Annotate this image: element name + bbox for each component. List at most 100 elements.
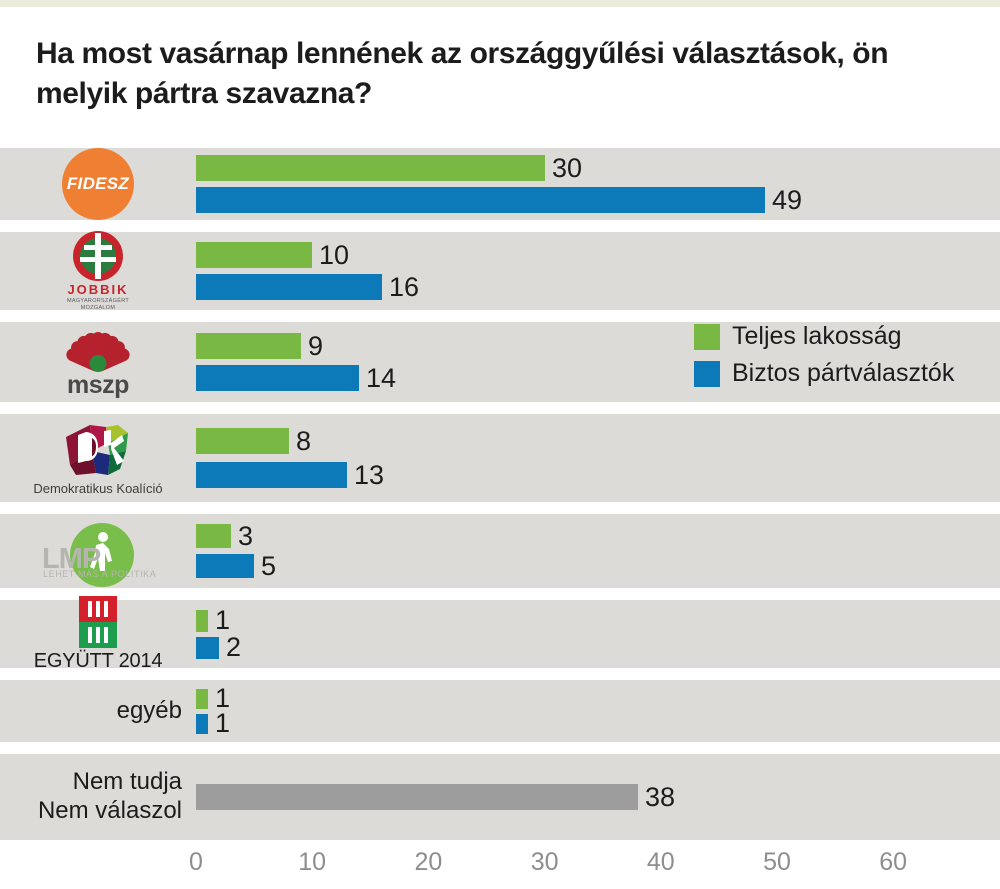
- bar-rect-egyutt-0: [196, 609, 208, 632]
- jobbik-crest-icon: [73, 230, 123, 281]
- x-tick-label-10: 10: [298, 848, 327, 876]
- chart-rows: FIDESZ 30 49 JOBBIK MAGYARORSZÁGÉRT MOZGALOM 1…: [0, 148, 1000, 840]
- row-logo-mszp: mszp: [0, 322, 196, 402]
- bar-rect-dk-1: [196, 462, 347, 488]
- bar-rect-egyeb-0: [196, 688, 208, 709]
- row-logo-egyutt: EGYÜTT 2014: [0, 595, 196, 672]
- bar-value-lmp-0: 3: [238, 520, 254, 551]
- bar-egyeb-0: 1: [196, 685, 230, 712]
- x-tick-label-30: 30: [530, 848, 559, 876]
- legend-item-teljes-lakossag: Teljes lakosság: [694, 322, 994, 351]
- jobbik-wordmark: JOBBIK: [67, 281, 129, 297]
- x-tick-label-20: 20: [414, 848, 443, 876]
- x-tick-label-0: 0: [189, 848, 203, 876]
- bar-value-fidesz-1: 49: [772, 184, 803, 215]
- logo-jobbik: JOBBIK MAGYARORSZÁGÉRT MOZGALOM: [66, 230, 130, 312]
- bar-value-fidesz-0: 30: [552, 152, 583, 183]
- bar-value-dk-0: 8: [296, 425, 312, 456]
- jobbik-subtitle: MAGYARORSZÁGÉRT MOZGALOM: [66, 297, 130, 311]
- bar-rect-fidesz-1: [196, 187, 765, 213]
- row-logo-fidesz: FIDESZ: [0, 148, 196, 220]
- bar-jobbik-0: 10: [196, 239, 350, 270]
- legend-label-biztos-partvalasztok: Biztos pártválasztók: [732, 359, 955, 387]
- chart-row-egyeb: egyéb 1 1: [0, 680, 1000, 742]
- x-tick-label-40: 40: [646, 848, 675, 876]
- bar-value-dk-1: 13: [354, 459, 385, 490]
- dk-facet-icon: [65, 424, 128, 475]
- row-bars-fidesz: 30 49: [196, 148, 1000, 220]
- row-label-text-nemtudja: Nem tudja Nem válaszol: [37, 768, 182, 824]
- lmp-wordmark: LMP: [42, 543, 101, 575]
- legend-swatch-green: [694, 323, 720, 350]
- mszp-carnation-icon: [59, 326, 137, 372]
- dk-wordmark: Demokratikus Koalíció: [33, 480, 163, 496]
- bar-rect-mszp-0: [196, 333, 301, 359]
- logo-mszp: mszp: [59, 326, 137, 398]
- chart-row-nemtudja: Nem tudja Nem válaszol 38: [0, 754, 1000, 840]
- chart-row-gap: [0, 742, 1000, 754]
- row-bars-jobbik: 10 16: [196, 232, 1000, 310]
- lmp-subtitle: LEHET MÁS A POLITIKA: [43, 569, 157, 579]
- bar-value-lmp-1: 5: [261, 550, 277, 581]
- legend-item-biztos-partvalasztok: Biztos pártválasztók: [694, 359, 994, 388]
- bar-value-egyutt-0: 1: [215, 605, 231, 635]
- chart-row-fidesz: FIDESZ 30 49: [0, 148, 1000, 220]
- fidesz-wordmark: FIDESZ: [66, 174, 130, 193]
- top-decorative-strip: [0, 0, 1000, 7]
- bar-chart: FIDESZ 30 49 JOBBIK MAGYARORSZÁGÉRT MOZGALOM 1…: [0, 148, 1000, 889]
- chart-row-lmp: LMP LEHET MÁS A POLITIKA 3 5: [0, 514, 1000, 588]
- row-label-text-egyeb: egyéb: [116, 696, 182, 724]
- bar-egyutt-0: 1: [196, 605, 231, 635]
- lmp-walking-person-icon: [90, 532, 112, 571]
- bar-lmp-1: 5: [196, 550, 277, 581]
- chart-legend: Teljes lakosság Biztos pártválasztók: [694, 322, 994, 396]
- bar-value-mszp-1: 14: [366, 362, 397, 393]
- bar-rect-fidesz-0: [196, 155, 545, 181]
- bar-rect-lmp-0: [196, 524, 231, 548]
- row-logo-dk: Demokratikus Koalíció: [0, 414, 196, 502]
- x-axis: 0 10 20 30 40 50 60: [0, 840, 1000, 889]
- row-bars-dk: 8 13: [196, 414, 1000, 502]
- bar-value-jobbik-0: 10: [319, 239, 350, 270]
- bar-rect-egyutt-1: [196, 636, 219, 659]
- bar-mszp-1: 14: [196, 362, 397, 393]
- chart-row-egyutt: EGYÜTT 2014 1 2: [0, 595, 1000, 672]
- bar-lmp-0: 3: [196, 520, 254, 551]
- logo-lmp: LMP LEHET MÁS A POLITIKA: [38, 523, 158, 587]
- legend-label-teljes-lakossag: Teljes lakosság: [732, 322, 902, 350]
- bar-jobbik-1: 16: [196, 271, 420, 302]
- chart-row-jobbik: JOBBIK MAGYARORSZÁGÉRT MOZGALOM 10 16: [0, 230, 1000, 312]
- bar-rect-mszp-1: [196, 365, 359, 391]
- chart-row-gap: [0, 402, 1000, 414]
- bar-dk-1: 13: [196, 459, 385, 490]
- bar-value-jobbik-1: 16: [389, 271, 420, 302]
- row-logo-lmp: LMP LEHET MÁS A POLITIKA: [0, 514, 196, 588]
- bar-egyutt-1: 2: [196, 632, 242, 662]
- logo-egyutt-2014: EGYÜTT 2014: [33, 595, 163, 673]
- x-tick-label-50: 50: [763, 848, 791, 876]
- egyutt-mark-icon: [78, 595, 117, 648]
- bar-rect-egyeb-1: [196, 713, 208, 734]
- bar-mszp-0: 9: [196, 332, 323, 359]
- bar-value-egyutt-1: 2: [226, 632, 242, 662]
- logo-dk: Demokratikus Koalíció: [33, 421, 163, 496]
- bar-value-nemtudja-0: 38: [645, 781, 676, 812]
- legend-swatch-blue: [694, 360, 720, 387]
- bar-fidesz-0: 30: [196, 152, 583, 183]
- fidesz-circle-icon: FIDESZ: [62, 148, 134, 220]
- row-label-egyeb: egyéb: [0, 680, 196, 742]
- mszp-wordmark: mszp: [67, 371, 129, 399]
- bar-value-egyeb-0: 1: [215, 683, 231, 713]
- egyutt-wordmark: EGYÜTT 2014: [33, 649, 163, 672]
- row-bars-nemtudja: 38: [196, 754, 1000, 840]
- bar-value-egyeb-1: 1: [215, 708, 231, 738]
- chart-row-gap: [0, 668, 1000, 680]
- chart-row-gap: [0, 502, 1000, 514]
- bar-rect-dk-0: [196, 428, 289, 454]
- bar-egyeb-1: 1: [196, 710, 230, 737]
- row-label-nemtudja: Nem tudja Nem válaszol: [0, 754, 196, 840]
- chart-row-dk: Demokratikus Koalíció 8 13: [0, 414, 1000, 502]
